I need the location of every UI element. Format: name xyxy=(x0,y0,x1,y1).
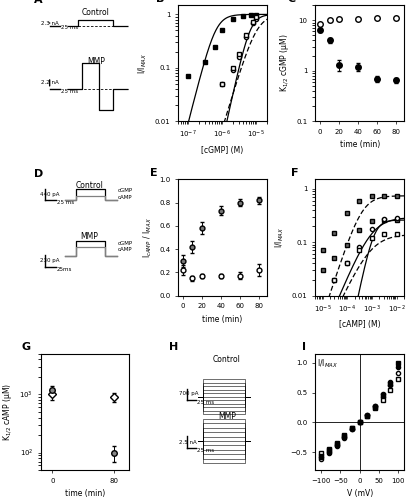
Text: H: H xyxy=(169,342,178,352)
Text: D: D xyxy=(34,169,43,179)
Text: Control: Control xyxy=(213,355,241,364)
Text: E: E xyxy=(150,168,157,178)
Text: 25 ms: 25 ms xyxy=(197,400,214,406)
Text: 700 pA: 700 pA xyxy=(179,392,198,396)
Text: MMP: MMP xyxy=(87,58,104,66)
Text: 25 ms: 25 ms xyxy=(197,448,214,453)
Text: 2.3 nA: 2.3 nA xyxy=(41,20,59,25)
Y-axis label: I$_{cAMP}$ / I$_{MAX}$: I$_{cAMP}$ / I$_{MAX}$ xyxy=(141,217,154,258)
Y-axis label: I/I$_{MAX}$: I/I$_{MAX}$ xyxy=(137,52,149,74)
X-axis label: [cGMP] (M): [cGMP] (M) xyxy=(201,146,244,154)
Text: 440 pA: 440 pA xyxy=(40,192,60,197)
Text: cGMP: cGMP xyxy=(118,188,133,194)
Y-axis label: I/I$_{MAX}$: I/I$_{MAX}$ xyxy=(274,227,286,248)
X-axis label: time (min): time (min) xyxy=(65,489,105,498)
Text: I: I xyxy=(302,342,306,352)
Text: MMP: MMP xyxy=(218,412,236,421)
Text: F: F xyxy=(290,168,298,178)
Text: Control: Control xyxy=(82,8,110,18)
X-axis label: time (min): time (min) xyxy=(202,315,242,324)
Text: MMP: MMP xyxy=(80,232,98,240)
Text: cAMP: cAMP xyxy=(118,247,133,252)
Text: A: A xyxy=(34,0,42,4)
Text: 2.5 nA: 2.5 nA xyxy=(179,440,197,444)
Text: 2.2 nA: 2.2 nA xyxy=(41,80,59,86)
Text: 25 ms: 25 ms xyxy=(61,26,78,30)
Text: B: B xyxy=(156,0,164,4)
Y-axis label: K$_{1/2}$ cGMP (μM): K$_{1/2}$ cGMP (μM) xyxy=(278,34,291,92)
Text: 25ms: 25ms xyxy=(57,267,72,272)
X-axis label: time (min): time (min) xyxy=(339,140,380,149)
Text: 25 ms: 25 ms xyxy=(57,200,74,205)
Text: 25 ms: 25 ms xyxy=(61,90,78,94)
X-axis label: V (mV): V (mV) xyxy=(346,489,373,498)
Text: Control: Control xyxy=(75,180,104,190)
Text: I/I$_{MAX}$: I/I$_{MAX}$ xyxy=(317,357,338,370)
Text: cAMP: cAMP xyxy=(118,195,133,200)
Text: C: C xyxy=(287,0,295,4)
Text: G: G xyxy=(21,342,31,352)
Text: cGMP: cGMP xyxy=(118,242,133,246)
X-axis label: [cAMP] (M): [cAMP] (M) xyxy=(339,320,380,329)
Text: 230 pA: 230 pA xyxy=(40,258,60,263)
Y-axis label: K$_{1/2}$ cAMP (μM): K$_{1/2}$ cAMP (μM) xyxy=(1,383,14,441)
